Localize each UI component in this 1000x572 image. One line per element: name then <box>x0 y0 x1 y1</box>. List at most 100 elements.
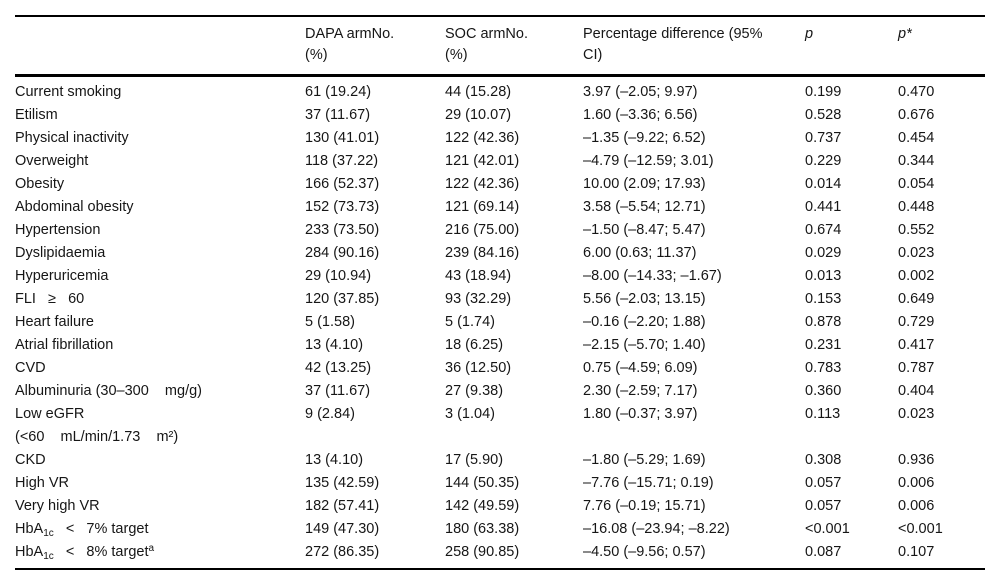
cell-p_star: <0.001 <box>898 521 943 537</box>
table-row: Dyslipidaemia 284 (90.16) 239 (84.16) 6.00 … <box>15 242 985 265</box>
cell-p_star: 0.417 <box>898 337 935 353</box>
cell-soc: 180 (63.38) <box>445 521 520 537</box>
cell-dapa: 5 (1.58) <box>305 314 355 330</box>
cell-p_star: 0.002 <box>898 268 935 284</box>
table-row: Obesity 166 (52.37) 122 (42.36) 10.00 (2.09… <box>15 173 985 196</box>
column-header-line1: Percentage difference (95% <box>583 26 763 42</box>
cell-soc: 5 (1.74) <box>445 314 495 330</box>
cell-p: 0.308 <box>805 452 842 468</box>
cell-label: Albuminuria (30–300 mg/g) <box>15 383 202 399</box>
cell-p_star: 0.454 <box>898 130 935 146</box>
cell-label: HbA1c < 8% targeta <box>15 541 305 569</box>
cell-soc: 27 (9.38) <box>445 383 504 399</box>
cell-p: 0.057 <box>805 475 842 491</box>
column-header-line1: p* <box>898 26 912 42</box>
cell-label: High VR <box>15 475 69 491</box>
cell-label: Heart failure <box>15 314 94 330</box>
column-header-line2: (%) <box>305 47 328 63</box>
label-segment: < 7% target <box>53 521 149 537</box>
cell-label: Obesity <box>15 176 65 192</box>
cell-label: CVD <box>15 360 46 376</box>
cell-soc: 17 (5.90) <box>445 452 504 468</box>
column-header-dapa: DAPA armNo. (%) <box>305 16 445 77</box>
column-header-line1: SOC armNo. <box>445 26 528 42</box>
cell-label: Very high VR <box>15 498 100 514</box>
cell-p: 0.231 <box>805 337 842 353</box>
cell-label: Dyslipidaemia <box>15 245 106 261</box>
table-row: Albuminuria (30–300 mg/g) 37 (11.67) 27 (9… <box>15 380 985 403</box>
cell-soc: 43 (18.94) <box>445 268 512 284</box>
cell-diff: –1.80 (–5.29; 1.69) <box>583 452 706 468</box>
cell-label: Overweight <box>15 153 89 169</box>
cell-dapa: 284 (90.16) <box>305 245 380 261</box>
table-row: Physical inactivity 130 (41.01) 122 (42.36… <box>15 127 985 150</box>
cell-p_star: 0.054 <box>898 176 935 192</box>
cell-p_star: 0.006 <box>898 475 935 491</box>
cell-diff: –7.76 (–15.71; 0.19) <box>583 475 714 491</box>
label-segment: 1c <box>43 551 54 562</box>
table-row: Atrial fibrillation 13 (4.10) 18 (6.25) –2.… <box>15 334 985 357</box>
table-row: HbA1c < 8% targeta 272 (86.35) 258 (90.85)… <box>15 541 985 569</box>
cell-p_star: 0.787 <box>898 360 935 376</box>
cell-p: 0.441 <box>805 199 842 215</box>
column-header-soc: SOC armNo. (%) <box>445 16 583 77</box>
cell-p: 0.087 <box>805 544 842 560</box>
table-row: Very high VR 182 (57.41) 142 (49.59) 7.76 (… <box>15 495 985 518</box>
cell-p: 0.153 <box>805 291 842 307</box>
cell-p_star: 0.404 <box>898 383 935 399</box>
cell-dapa: 118 (37.22) <box>305 153 379 169</box>
cell-p: 0.113 <box>805 406 841 422</box>
cell-label: Physical inactivity <box>15 130 129 146</box>
table-row: Hypertension 233 (73.50) 216 (75.00) –1.50 … <box>15 219 985 242</box>
cell-soc: 144 (50.35) <box>445 475 520 491</box>
cell-diff: –16.08 (–23.94; –8.22) <box>583 521 730 537</box>
column-header-p: p <box>805 16 898 77</box>
cell-diff: 1.80 (–0.37; 3.97) <box>583 406 698 422</box>
cell-diff: –0.16 (–2.20; 1.88) <box>583 314 706 330</box>
cell-diff: 1.60 (–3.36; 6.56) <box>583 107 698 123</box>
cell-soc: 142 (49.59) <box>445 498 520 514</box>
cell-soc: 258 (90.85) <box>445 544 520 560</box>
cell-diff: –2.15 (–5.70; 1.40) <box>583 337 706 353</box>
cell-soc: 121 (69.14) <box>445 199 520 215</box>
table-row: Hyperuricemia 29 (10.94) 43 (18.94) –8.00 (… <box>15 265 985 288</box>
cell-dapa: 120 (37.85) <box>305 291 380 307</box>
column-header-line1: p <box>805 26 814 42</box>
cell-p_star: 0.729 <box>898 314 935 330</box>
paper-table-container: DAPA armNo. (%) SOC armNo. (%) Percentage di… <box>15 15 985 570</box>
table-row: FLI ≥ 60 120 (37.85) 93 (32.29) 5.56 (–2.03… <box>15 288 985 311</box>
column-header-line2: (%) <box>445 47 468 63</box>
cell-p: <0.001 <box>805 521 850 537</box>
table-row: High VR 135 (42.59) 144 (50.35) –7.76 (–15.… <box>15 472 985 495</box>
cell-diff: –1.50 (–8.47; 5.47) <box>583 222 706 238</box>
cell-p: 0.229 <box>805 153 842 169</box>
table-row: CVD 42 (13.25) 36 (12.50) 0.75 (–4.59; 6.09… <box>15 357 985 380</box>
cell-dapa: 272 (86.35) <box>305 544 380 560</box>
cell-soc: 216 (75.00) <box>445 222 520 238</box>
cell-soc: 122 (42.36) <box>445 176 520 192</box>
label-segment: HbA <box>15 521 44 537</box>
cell-label: CKD <box>15 452 46 468</box>
cell-diff: 7.76 (–0.19; 15.71) <box>583 498 706 514</box>
table-row: HbA1c < 7% target 149 (47.30) 180 (63.38) –… <box>15 518 985 541</box>
cell-p_star: 0.344 <box>898 153 935 169</box>
cell-label: Atrial fibrillation <box>15 337 114 353</box>
cell-p_star: 0.470 <box>898 84 935 100</box>
cell-soc: 44 (15.28) <box>445 84 512 100</box>
cell-p_star: 0.023 <box>898 245 935 261</box>
cell-p_star: 0.023 <box>898 406 935 422</box>
label-segment: a <box>148 543 155 554</box>
cell-soc: 18 (6.25) <box>445 337 504 353</box>
cell-p: 0.528 <box>805 107 842 123</box>
cell-dapa: 152 (73.73) <box>305 199 380 215</box>
cell-p: 0.878 <box>805 314 842 330</box>
cell-dapa: 61 (19.24) <box>305 84 372 100</box>
table-row: Etilism 37 (11.67) 29 (10.07) 1.60 (–3.36; … <box>15 104 985 127</box>
cell-soc: 36 (12.50) <box>445 360 512 376</box>
cell-p: 0.783 <box>805 360 842 376</box>
cell-diff: –1.35 (–9.22; 6.52) <box>583 130 706 146</box>
cell-diff: 0.75 (–4.59; 6.09) <box>583 360 698 376</box>
cell-dapa: 233 (73.50) <box>305 222 380 238</box>
table-row: Low eGFR (<60 mL/min/1.73 m²) 9 (2.84) 3 (1… <box>15 403 985 449</box>
cell-label: Abdominal obesity <box>15 199 134 215</box>
